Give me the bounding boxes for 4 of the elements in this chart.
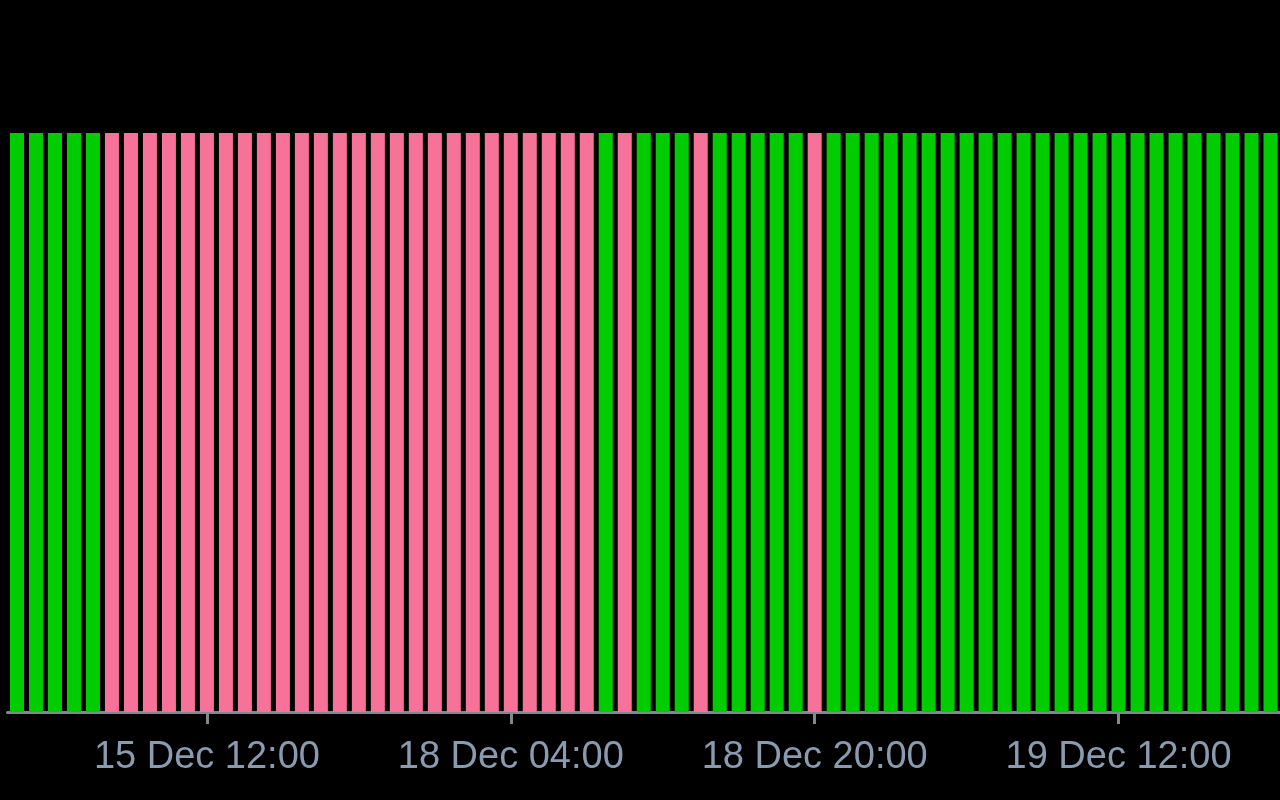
x-tick-label: 15 Dec 12:00 [93, 734, 320, 776]
x-tick-label: 19 Dec 12:00 [1005, 734, 1232, 776]
x-tick-label: 18 Dec 20:00 [701, 734, 928, 776]
x-tick-label: 18 Dec 04:00 [397, 734, 624, 776]
